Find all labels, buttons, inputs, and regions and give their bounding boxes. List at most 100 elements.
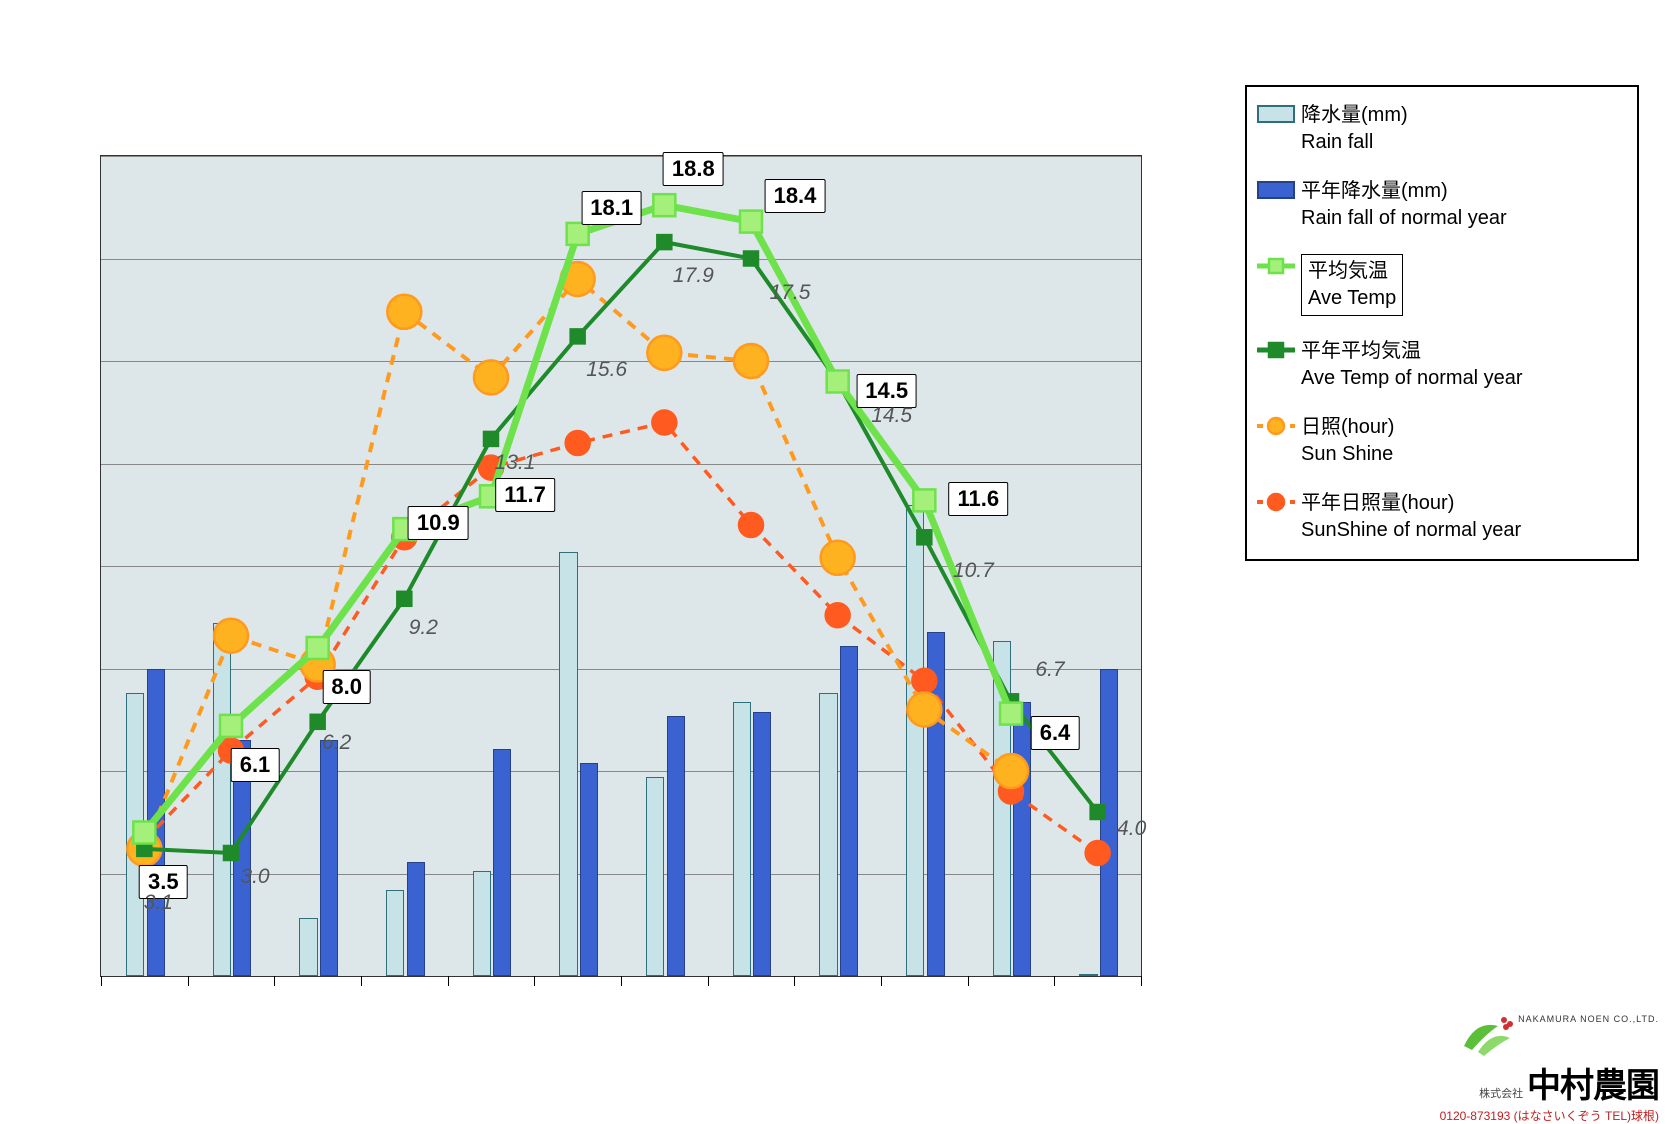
ave-temp-normal-marker <box>397 592 411 606</box>
sunshine-marker <box>474 360 508 394</box>
x-tick <box>274 976 275 986</box>
ave-temp-normal-label: 14.5 <box>871 404 912 428</box>
ave-temp-marker <box>653 194 675 216</box>
rainfall-normal-bar <box>753 712 771 976</box>
ave-temp-label: 18.8 <box>663 152 724 186</box>
x-tick <box>881 976 882 986</box>
legend-item: 平年降水量(mm)Rain fall of normal year <box>1257 178 1627 232</box>
legend-label: 平年日照量(hour)SunShine of normal year <box>1301 490 1521 544</box>
x-tick <box>1054 976 1055 986</box>
ave-temp-normal-label: 3.1 <box>144 891 173 915</box>
company-phone: 0120-873193 (はなさいくぞう TEL)球根) <box>1440 1109 1659 1123</box>
legend-swatch <box>1257 102 1295 126</box>
company-prefix: 株式会社 <box>1479 1088 1523 1100</box>
ave-temp-normal-line <box>144 242 1097 853</box>
ave-temp-marker <box>567 223 589 245</box>
rainfall-normal-bar <box>667 716 685 976</box>
sunshine-normal-marker <box>652 411 676 435</box>
ave-temp-normal-label: 9.2 <box>409 616 438 640</box>
sunshine-normal-marker <box>566 431 590 455</box>
ave-temp-normal-label: 3.0 <box>240 865 269 889</box>
rainfall-bar <box>1079 974 1097 976</box>
rainfall-normal-bar <box>1013 702 1031 976</box>
legend-item: 降水量(mm)Rain fall <box>1257 102 1627 156</box>
gridline <box>101 669 1141 670</box>
legend: 降水量(mm)Rain fall 平年降水量(mm)Rain fall of no… <box>1245 85 1639 561</box>
ave-temp-normal-marker <box>311 715 325 729</box>
legend-item: 日照(hour)Sun Shine <box>1257 414 1627 468</box>
sunshine-normal-marker <box>826 603 850 627</box>
ave-temp-normal-label: 10.7 <box>953 559 994 583</box>
legend-swatch <box>1257 338 1295 362</box>
rainfall-normal-bar <box>1100 669 1118 976</box>
ave-temp-normal-marker <box>831 375 845 389</box>
rainfall-bar <box>213 623 231 976</box>
rainfall-bar <box>646 777 664 976</box>
gridline <box>101 156 1141 157</box>
rainfall-bar <box>299 918 317 976</box>
rainfall-normal-bar <box>493 749 511 976</box>
company-name: 中村農園 <box>1527 1068 1659 1105</box>
legend-label: 平年降水量(mm)Rain fall of normal year <box>1301 178 1507 232</box>
ave-temp-marker <box>740 211 762 233</box>
rainfall-bar <box>993 641 1011 976</box>
x-tick <box>101 976 102 986</box>
legend-label: 日照(hour)Sun Shine <box>1301 414 1394 468</box>
ave-temp-normal-marker <box>484 432 498 446</box>
legend-swatch <box>1257 178 1295 202</box>
ave-temp-line <box>144 205 1011 832</box>
rainfall-normal-bar <box>840 646 858 976</box>
legend-label: 降水量(mm)Rain fall <box>1301 102 1408 156</box>
x-tick <box>188 976 189 986</box>
x-tick <box>968 976 969 986</box>
ave-temp-normal-label: 6.7 <box>1035 658 1064 682</box>
ave-temp-label: 11.6 <box>949 482 1009 516</box>
rainfall-normal-bar <box>580 763 598 976</box>
x-tick <box>621 976 622 986</box>
rainfall-normal-bar <box>927 632 945 976</box>
ave-temp-label: 6.4 <box>1031 716 1080 750</box>
legend-swatch <box>1257 254 1295 278</box>
ave-temp-label: 10.9 <box>408 506 469 540</box>
legend-swatch <box>1257 414 1295 438</box>
sunshine-marker <box>387 295 421 329</box>
ave-temp-label: 14.5 <box>856 374 917 408</box>
rainfall-normal-bar <box>147 669 165 976</box>
company-name-en: NAKAMURA NOEN CO.,LTD. <box>1518 1014 1659 1024</box>
rainfall-bar <box>819 693 837 976</box>
legend-item: 平均気温Ave Temp <box>1257 254 1627 316</box>
ave-temp-label: 6.1 <box>231 748 280 782</box>
rainfall-bar <box>559 552 577 976</box>
sunshine-marker <box>561 262 595 296</box>
legend-item: 平年平均気温Ave Temp of normal year <box>1257 338 1627 392</box>
x-tick <box>794 976 795 986</box>
legend-label: 平年平均気温Ave Temp of normal year <box>1301 338 1523 392</box>
x-tick <box>361 976 362 986</box>
ave-temp-normal-label: 17.9 <box>673 264 714 288</box>
rainfall-bar <box>906 505 924 976</box>
ave-temp-label: 11.7 <box>495 478 555 512</box>
ave-temp-label: 8.0 <box>322 670 371 704</box>
x-tick <box>708 976 709 986</box>
rainfall-normal-bar <box>407 862 425 976</box>
x-tick <box>1141 976 1142 986</box>
x-tick <box>448 976 449 986</box>
sunshine-marker <box>821 541 855 575</box>
gridline <box>101 259 1141 260</box>
sunshine-marker <box>647 336 681 370</box>
ave-temp-normal-marker <box>657 235 671 249</box>
ave-temp-normal-label: 15.6 <box>586 358 627 382</box>
ave-temp-normal-label: 13.1 <box>495 451 536 475</box>
gridline <box>101 464 1141 465</box>
rainfall-normal-bar <box>320 740 338 976</box>
company-logo: NAKAMURA NOEN CO.,LTD. 株式会社 中村農園 0120-87… <box>1440 1012 1659 1124</box>
ave-temp-marker <box>827 371 849 393</box>
leaf-icon <box>1458 1012 1514 1058</box>
legend-label: 平均気温Ave Temp <box>1301 254 1403 316</box>
ave-temp-normal-label: 6.2 <box>322 731 351 755</box>
rainfall-bar <box>386 890 404 976</box>
ave-temp-label: 18.4 <box>765 179 826 213</box>
rainfall-bar <box>126 693 144 976</box>
ave-temp-label: 18.1 <box>581 191 642 225</box>
rainfall-bar <box>473 871 491 976</box>
